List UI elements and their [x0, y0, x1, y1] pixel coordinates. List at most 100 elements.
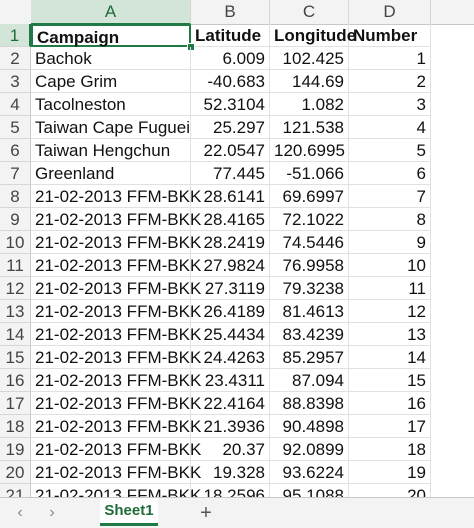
add-sheet-icon[interactable]: + — [200, 502, 212, 524]
cell-c[interactable]: 121.538 — [270, 116, 349, 139]
cell-c[interactable]: 92.0899 — [270, 438, 349, 461]
cell-c[interactable]: 95.1088 — [270, 484, 349, 497]
cell-c[interactable]: 102.425 — [270, 47, 349, 70]
cell-d[interactable]: 1 — [349, 47, 431, 70]
cell-d[interactable]: 15 — [349, 369, 431, 392]
cell-c[interactable]: 79.3238 — [270, 277, 349, 300]
cell-a[interactable]: Greenland — [31, 162, 191, 185]
row-header[interactable]: 20 — [0, 461, 31, 484]
cell-d[interactable]: 10 — [349, 254, 431, 277]
row-header[interactable]: 16 — [0, 369, 31, 392]
row-header[interactable]: 1 — [0, 24, 31, 47]
cell-b[interactable]: 77.445 — [191, 162, 270, 185]
cell-c[interactable]: 81.4613 — [270, 300, 349, 323]
cell-d[interactable]: 2 — [349, 70, 431, 93]
cell-b[interactable]: 28.6141 — [191, 185, 270, 208]
cell-b[interactable]: 19.328 — [191, 461, 270, 484]
column-header-b[interactable]: B — [191, 0, 270, 24]
prev-sheet-icon[interactable]: ‹ — [17, 504, 23, 521]
cell-a[interactable]: 21-02-2013 FFM-BKK — [31, 323, 201, 346]
cell-c[interactable]: 90.4898 — [270, 415, 349, 438]
cell-c[interactable]: 144.69 — [270, 70, 349, 93]
cell-a[interactable]: 21-02-2013 FFM-BKK — [31, 300, 201, 323]
row-header[interactable]: 15 — [0, 346, 31, 369]
row-header[interactable]: 3 — [0, 70, 31, 93]
cell-c[interactable]: -51.066 — [270, 162, 349, 185]
cell-b[interactable]: 6.009 — [191, 47, 270, 70]
cell-a[interactable]: 21-02-2013 FFM-BKK — [31, 231, 201, 254]
cell-d[interactable]: 11 — [349, 277, 431, 300]
cell-c[interactable]: 72.1022 — [270, 208, 349, 231]
spreadsheet-grid[interactable]: A B C D 1 Campaign Latitude Longitude Number… — [0, 0, 474, 497]
cell-b[interactable]: 26.4189 — [191, 300, 270, 323]
row-header[interactable]: 9 — [0, 208, 31, 231]
cell-c[interactable]: 76.9958 — [270, 254, 349, 277]
cell-d[interactable]: 6 — [349, 162, 431, 185]
cell-c[interactable]: 1.082 — [270, 93, 349, 116]
cell-a[interactable]: Cape Grim — [31, 70, 191, 93]
cell-d[interactable]: 8 — [349, 208, 431, 231]
cell-b[interactable]: 24.4263 — [191, 346, 270, 369]
cell-a[interactable]: Taiwan Hengchun — [31, 139, 191, 162]
cell-b[interactable]: 27.9824 — [191, 254, 270, 277]
cell-a[interactable]: 21-02-2013 FFM-BKK — [31, 346, 201, 369]
row-header[interactable]: 5 — [0, 116, 31, 139]
cell-c[interactable]: 88.8398 — [270, 392, 349, 415]
cell-d[interactable]: 7 — [349, 185, 431, 208]
cell-c[interactable]: 85.2957 — [270, 346, 349, 369]
cell-a[interactable]: 21-02-2013 FFM-BKK — [31, 254, 201, 277]
cell-b[interactable]: 22.4164 — [191, 392, 270, 415]
row-header[interactable]: 12 — [0, 277, 31, 300]
cell-c[interactable]: 120.6995 — [270, 139, 349, 162]
cell-b[interactable]: 28.4165 — [191, 208, 270, 231]
cell-a[interactable]: 21-02-2013 FFM-BKK — [31, 415, 201, 438]
cell-d[interactable]: 18 — [349, 438, 431, 461]
cell-b[interactable]: 23.4311 — [191, 369, 270, 392]
column-header-a[interactable]: A — [31, 0, 191, 25]
row-header[interactable]: 2 — [0, 47, 31, 70]
cell-a[interactable]: 21-02-2013 FFM-BKK — [31, 484, 201, 497]
cell-b[interactable]: 21.3936 — [191, 415, 270, 438]
cell-a[interactable]: Tacolneston — [31, 93, 191, 116]
column-header-c[interactable]: C — [270, 0, 349, 24]
cell-b[interactable]: -40.683 — [191, 70, 270, 93]
cell-a[interactable]: 21-02-2013 FFM-BKK — [31, 185, 201, 208]
cell-b[interactable]: 20.37 — [191, 438, 270, 461]
cell-d[interactable]: Number — [349, 24, 431, 47]
fill-handle[interactable] — [187, 43, 195, 51]
cell-a[interactable]: 21-02-2013 FFM-BKK — [31, 369, 201, 392]
row-header[interactable]: 14 — [0, 323, 31, 346]
cell-c[interactable]: 87.094 — [270, 369, 349, 392]
cell-a[interactable]: 21-02-2013 FFM-BKK — [31, 277, 201, 300]
row-header[interactable]: 11 — [0, 254, 31, 277]
cell-a[interactable]: 21-02-2013 FFM-BKK — [31, 392, 201, 415]
cell-b[interactable]: 25.4434 — [191, 323, 270, 346]
cell-a[interactable]: Campaign — [31, 24, 191, 47]
cell-c[interactable]: 74.5446 — [270, 231, 349, 254]
cell-b[interactable]: 22.0547 — [191, 139, 270, 162]
cell-d[interactable]: 17 — [349, 415, 431, 438]
column-header-d[interactable]: D — [349, 0, 431, 24]
cell-c[interactable]: Longitude — [270, 24, 356, 47]
cell-b[interactable]: Latitude — [191, 24, 270, 47]
row-header[interactable]: 4 — [0, 93, 31, 116]
cell-d[interactable]: 14 — [349, 346, 431, 369]
cell-b[interactable]: 25.297 — [191, 116, 270, 139]
cell-d[interactable]: 3 — [349, 93, 431, 116]
row-header[interactable]: 8 — [0, 185, 31, 208]
cell-c[interactable]: 93.6224 — [270, 461, 349, 484]
cell-a[interactable]: 21-02-2013 FFM-BKK — [31, 438, 201, 461]
row-header[interactable]: 13 — [0, 300, 31, 323]
sheet-tab-sheet1[interactable]: Sheet1 — [100, 498, 158, 526]
cell-d[interactable]: 19 — [349, 461, 431, 484]
cell-b[interactable]: 18.2596 — [191, 484, 270, 497]
next-sheet-icon[interactable]: › — [49, 504, 55, 521]
row-header[interactable]: 17 — [0, 392, 31, 415]
cell-b[interactable]: 28.2419 — [191, 231, 270, 254]
cell-a[interactable]: 21-02-2013 FFM-BKK — [31, 461, 201, 484]
row-header[interactable]: 21 — [0, 484, 31, 497]
row-header[interactable]: 18 — [0, 415, 31, 438]
cell-a[interactable]: Taiwan Cape Fuguei — [31, 116, 191, 139]
cell-a[interactable]: Bachok — [31, 47, 191, 70]
row-header[interactable]: 6 — [0, 139, 31, 162]
